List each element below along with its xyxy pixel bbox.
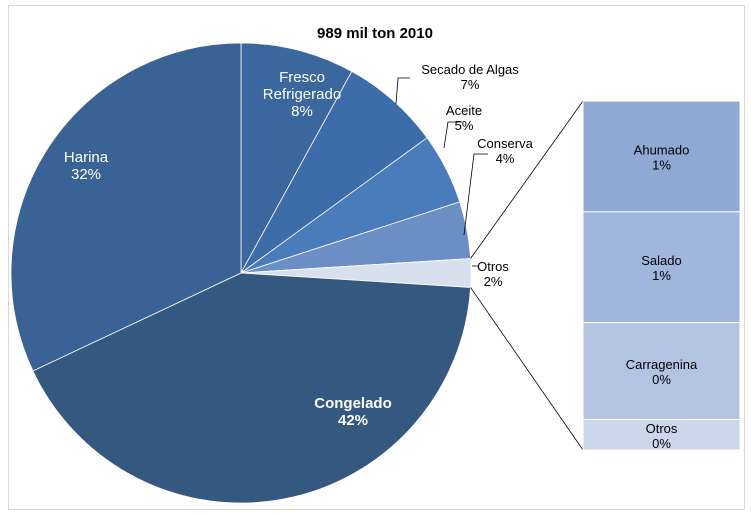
bar-value-otros: 0% bbox=[652, 436, 671, 451]
slice-label-secado-de-algas: Secado de Algas bbox=[421, 62, 519, 77]
pie-slice-harina bbox=[10, 42, 242, 372]
pie-slice-fresco-refrigerado bbox=[240, 42, 353, 274]
bar-segment-carragenina bbox=[582, 322, 741, 421]
slice-value-aceite: 5% bbox=[455, 118, 474, 133]
leader-line-secado-de-algas bbox=[395, 77, 410, 105]
slice-value-harina: 32% bbox=[71, 166, 101, 183]
pie-slice-secado-de-algas bbox=[240, 70, 428, 274]
bar-segment-otros bbox=[582, 419, 741, 451]
connector-line-top bbox=[470, 100, 584, 259]
pie bbox=[10, 42, 472, 504]
slice-label-fresco-refrigerado-line-2: Refrigerado bbox=[263, 86, 341, 103]
slice-value-fresco-refrigerado: 8% bbox=[291, 103, 313, 120]
bar-label-ahumado: Ahumado bbox=[634, 142, 690, 157]
slice-label-harina: Harina bbox=[64, 149, 109, 166]
chart-title: 989 mil ton 2010 bbox=[317, 25, 433, 42]
bar-segment-salado bbox=[582, 211, 741, 324]
slice-value-conserva: 4% bbox=[496, 151, 515, 166]
slice-value-congelado: 42% bbox=[338, 412, 368, 429]
leader-line-conserva bbox=[463, 153, 488, 236]
bar-value-carragenina: 0% bbox=[652, 372, 671, 387]
leader-lines bbox=[395, 77, 488, 267]
leader-line-aceite bbox=[443, 121, 462, 149]
connector-lines bbox=[470, 100, 584, 451]
slice-value-secado-de-algas: 7% bbox=[461, 77, 480, 92]
connector-line-bottom bbox=[470, 287, 584, 451]
pie-slice-congelado bbox=[32, 272, 471, 504]
bar-value-ahumado: 1% bbox=[652, 157, 671, 172]
bar-label-otros: Otros bbox=[646, 421, 678, 436]
bar-value-salado: 1% bbox=[652, 268, 671, 283]
slice-label-otros: Otros bbox=[477, 259, 509, 274]
slice-label-aceite: Aceite bbox=[446, 103, 482, 118]
slice-value-otros: 2% bbox=[484, 274, 503, 289]
bar-segment-ahumado bbox=[582, 100, 741, 213]
bar-label-carragenina: Carragenina bbox=[626, 357, 698, 372]
slice-label-conserva: Conserva bbox=[477, 136, 533, 151]
slice-label-congelado: Congelado bbox=[314, 395, 392, 412]
slice-label-fresco-refrigerado-line-1: Fresco bbox=[279, 69, 325, 86]
bar-label-salado: Salado bbox=[641, 253, 681, 268]
